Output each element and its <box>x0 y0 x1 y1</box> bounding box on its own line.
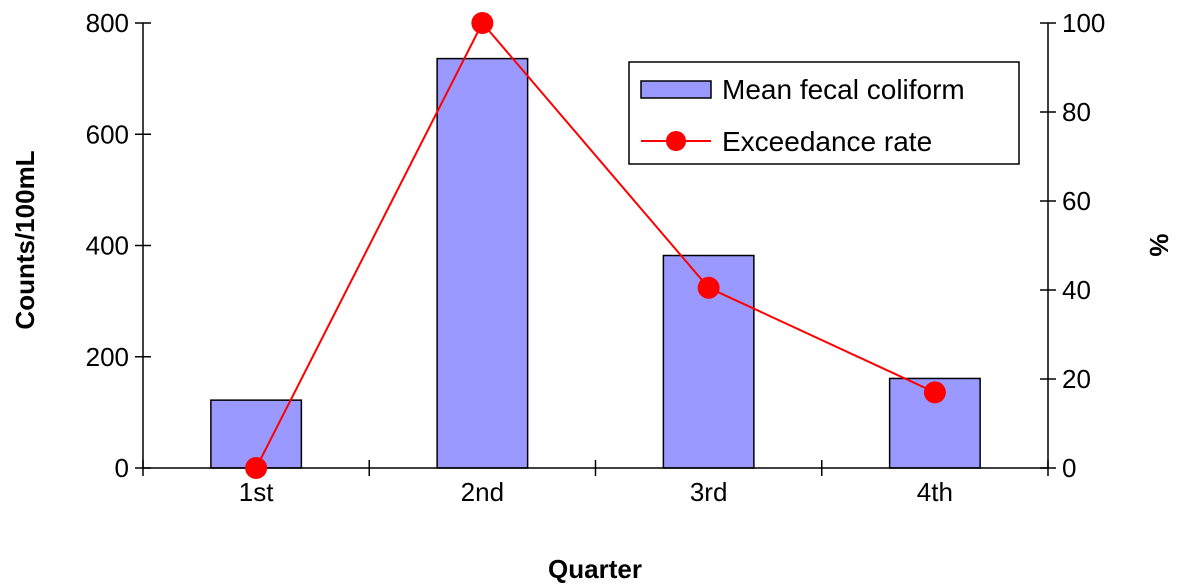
x-axis-title: Quarter <box>548 554 642 584</box>
x-tick-label: 3rd <box>690 477 728 507</box>
exceedance-rate-line <box>255 21 936 469</box>
line-layer <box>245 12 946 479</box>
y2-axis-title: % <box>1144 233 1174 256</box>
y-tick-label: 400 <box>86 231 129 261</box>
y-axis-title: Counts/100mL <box>10 150 40 329</box>
y2-tick-label: 100 <box>1062 8 1105 38</box>
exceedance-point-4th <box>923 381 946 404</box>
y2-tick-label: 40 <box>1062 275 1091 305</box>
bar-4th <box>888 377 981 469</box>
y2-tick-label: 80 <box>1062 97 1091 127</box>
y-tick-label: 800 <box>86 8 129 38</box>
legend-box <box>628 61 1020 165</box>
y-tick-label: 0 <box>115 453 129 483</box>
x-tick-label: 2nd <box>461 477 504 507</box>
legend-label-line: Exceedance rate <box>722 126 932 157</box>
exceedance-point-2nd <box>471 12 494 34</box>
exceedance-point-1st <box>245 457 268 479</box>
legend-marker-swatch <box>666 131 686 151</box>
y-tick-label: 200 <box>86 342 129 372</box>
y-tick-label: 600 <box>86 119 129 149</box>
exceedance-point-3rd <box>697 276 720 299</box>
y2-tick-label: 0 <box>1062 453 1076 483</box>
x-tick-label: 1st <box>239 477 274 507</box>
y2-tick-label: 60 <box>1062 186 1091 216</box>
ticks-layer: 0 200 400 600 800 0 20 40 60 80 100 1st 2nd 3rd 4th <box>86 8 1106 507</box>
legend-bar-swatch <box>640 80 712 99</box>
legend-label-bar: Mean fecal coliform <box>722 74 965 105</box>
y2-tick-label: 20 <box>1062 364 1091 394</box>
bar-1st <box>210 399 303 469</box>
x-tick-label: 4th <box>917 477 953 507</box>
bar-2nd <box>436 57 529 469</box>
legend: Mean fecal coliform Exceedance rate <box>628 61 1020 165</box>
bars-layer <box>210 57 981 469</box>
